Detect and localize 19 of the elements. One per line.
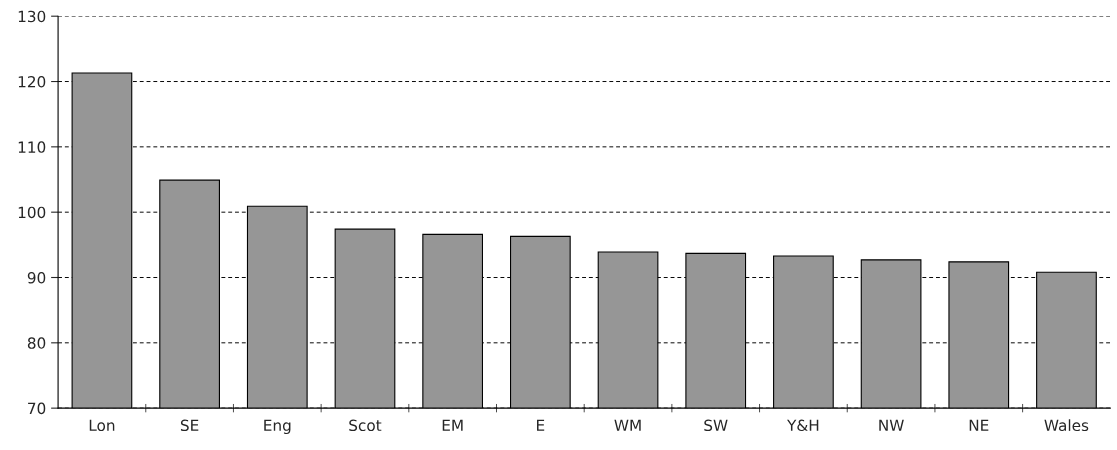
x-tick-label: Y&H xyxy=(787,419,819,432)
y-tick-label: 80 xyxy=(27,337,46,349)
x-tick-label: NW xyxy=(879,419,904,431)
y-tick-label: 100 xyxy=(18,206,46,219)
x-tick-label: Lon xyxy=(89,419,115,432)
x-tick-label: WM xyxy=(614,419,641,431)
x-tick-label: SW xyxy=(704,419,728,432)
x-tick-label: Eng xyxy=(264,419,291,435)
x-tick-label: SE xyxy=(180,419,199,432)
y-tick-label: 70 xyxy=(28,402,46,415)
y-tick-label: 130 xyxy=(18,10,46,23)
x-tick-label: Wales xyxy=(1044,419,1089,432)
x-tick-label: NE xyxy=(969,419,989,431)
x-tick-label: E xyxy=(537,419,545,431)
x-tick-label: EM xyxy=(442,419,463,431)
x-tick-label: Scot xyxy=(349,419,382,432)
y-tick-label: 110 xyxy=(18,141,46,153)
y-tick-label: 90 xyxy=(27,271,46,284)
y-tick-label: 120 xyxy=(18,75,46,88)
